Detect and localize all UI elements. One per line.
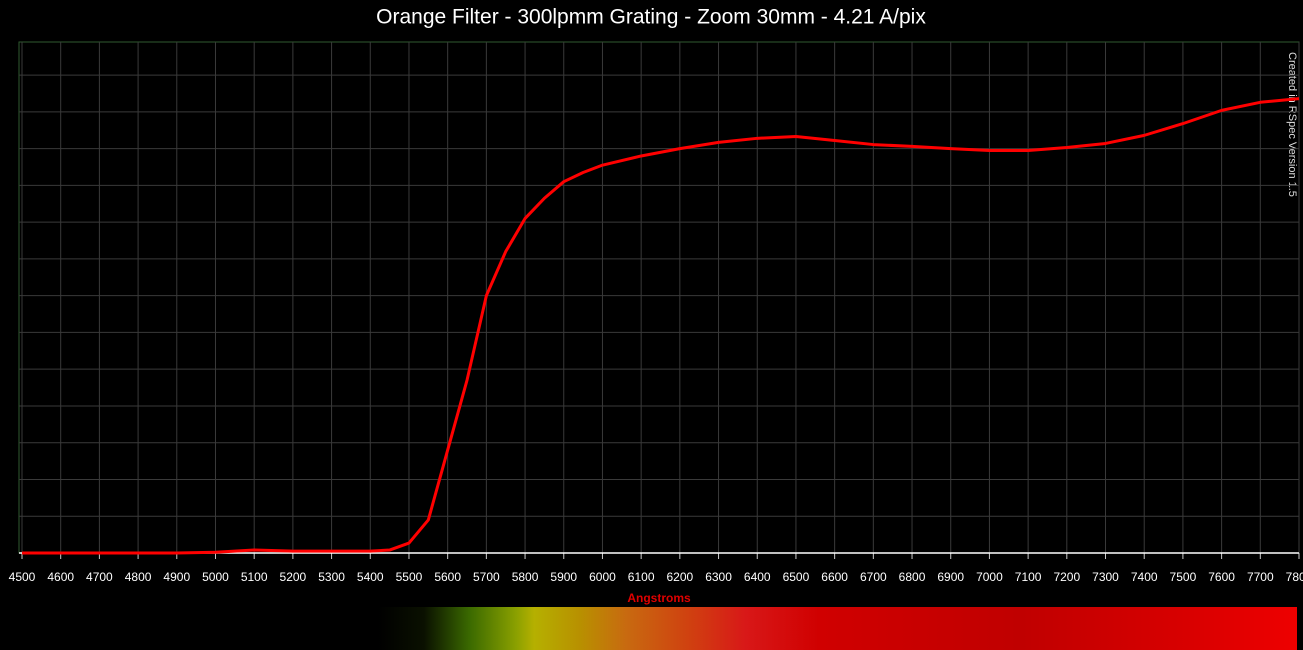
x-tick-label: 5000 — [202, 570, 229, 584]
spectrum-bar — [378, 607, 1297, 650]
chart-title: Orange Filter - 300lpmm Grating - Zoom 3… — [376, 6, 926, 29]
x-tick-label: 7200 — [1053, 570, 1080, 584]
x-tick-label: 6800 — [899, 570, 926, 584]
x-tick-label: 5200 — [280, 570, 307, 584]
x-tick-label: 4700 — [86, 570, 113, 584]
x-tick-label: 7300 — [1092, 570, 1119, 584]
x-tick-label: 7100 — [1015, 570, 1042, 584]
x-tick-label: 5900 — [550, 570, 577, 584]
x-tick-label: 4900 — [163, 570, 190, 584]
annotation: Created in RSpec Version 1.5 — [1286, 52, 1298, 197]
x-tick-label: 6300 — [705, 570, 732, 584]
x-tick-label: 6400 — [744, 570, 771, 584]
x-tick-label: 4800 — [125, 570, 152, 584]
x-tick-label: 7800 — [1286, 570, 1303, 584]
x-tick-label: 4600 — [47, 570, 74, 584]
series-line — [22, 97, 1300, 555]
plot-border — [18, 41, 1300, 554]
x-tick-label: 7000 — [976, 570, 1003, 584]
x-tick-label: 6200 — [666, 570, 693, 584]
x-tick-label: 7600 — [1208, 570, 1235, 584]
x-tick-label: 4500 — [9, 570, 36, 584]
x-tick-label: 6900 — [937, 570, 964, 584]
x-tick-label: 5600 — [434, 570, 461, 584]
x-tick-label: 5800 — [512, 570, 539, 584]
x-axis-label: Angstroms — [627, 591, 691, 605]
x-tick-label: 5300 — [318, 570, 345, 584]
x-tick-label: 5500 — [396, 570, 423, 584]
x-tick-label: 6600 — [821, 570, 848, 584]
x-tick-label: 7700 — [1247, 570, 1274, 584]
x-tick-label: 5100 — [241, 570, 268, 584]
x-tick-label: 6000 — [589, 570, 616, 584]
x-tick-label: 6100 — [628, 570, 655, 584]
x-tick-label: 7400 — [1131, 570, 1158, 584]
x-tick-label: 5400 — [357, 570, 384, 584]
x-tick-label: 6700 — [860, 570, 887, 584]
x-tick-label: 7500 — [1170, 570, 1197, 584]
x-tick-label: 6500 — [783, 570, 810, 584]
x-tick-label: 5700 — [473, 570, 500, 584]
chart: Orange Filter - 300lpmm Grating - Zoom 3… — [9, 6, 1303, 606]
